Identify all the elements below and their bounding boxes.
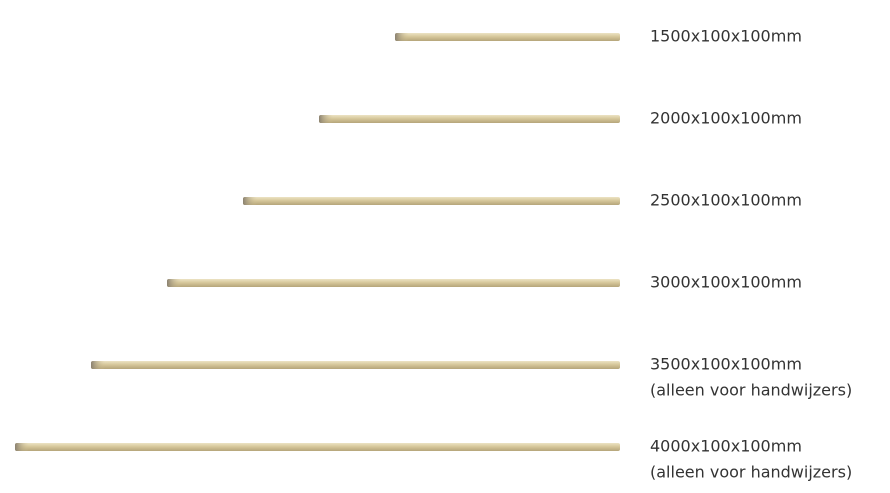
post [243, 197, 620, 205]
post-label: 3500x100x100mm [650, 355, 802, 374]
post [319, 115, 620, 123]
post-label: 2500x100x100mm [650, 191, 802, 210]
post-label: 4000x100x100mm [650, 437, 802, 456]
post-note: (alleen voor handwijzers) [650, 463, 852, 482]
post [91, 361, 620, 369]
post-end [319, 115, 333, 123]
post [395, 33, 620, 41]
post-end [15, 443, 29, 451]
post-end [167, 279, 181, 287]
post-end [395, 33, 409, 41]
post-end [91, 361, 105, 369]
post-label: 3000x100x100mm [650, 273, 802, 292]
post-end [243, 197, 257, 205]
post-note: (alleen voor handwijzers) [650, 381, 852, 400]
post-label: 1500x100x100mm [650, 27, 802, 46]
post [15, 443, 620, 451]
post [167, 279, 620, 287]
post-label: 2000x100x100mm [650, 109, 802, 128]
